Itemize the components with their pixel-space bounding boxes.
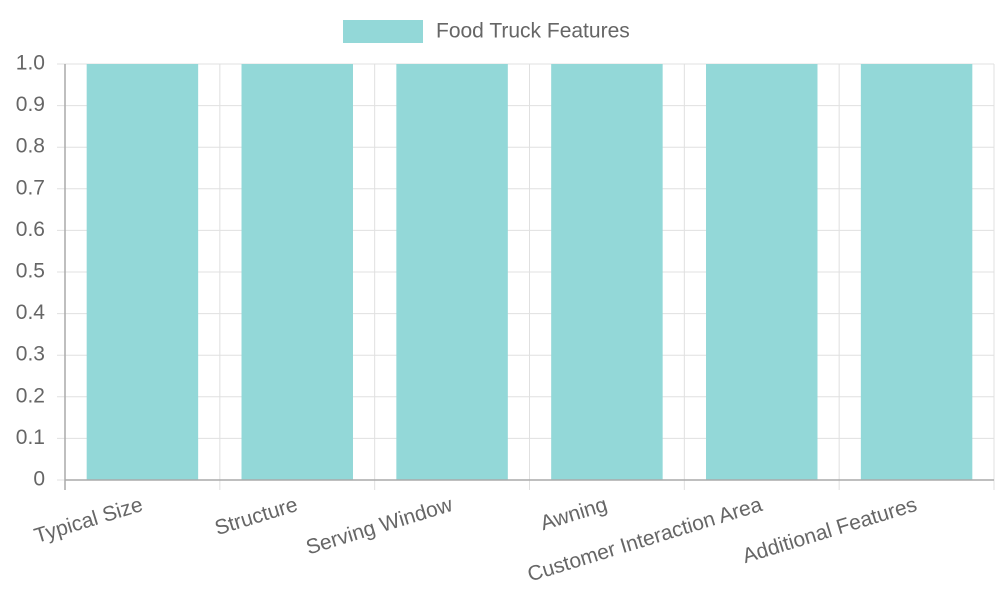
x-tick-label: Additional Features [740, 493, 920, 568]
y-tick-label: 0.2 [16, 384, 45, 407]
y-tick-label: 0.5 [16, 260, 45, 283]
x-tick-label: Typical Size [32, 493, 146, 548]
y-tick-label: 1.0 [16, 52, 45, 75]
x-tick-label: Structure [212, 493, 300, 540]
bar [706, 64, 818, 480]
y-tick-label: 0.7 [16, 176, 45, 199]
y-tick-label: 0.6 [16, 218, 45, 241]
bar [551, 64, 663, 480]
y-tick-label: 0.8 [16, 135, 45, 158]
y-tick-label: 0 [33, 468, 45, 491]
bar [241, 64, 353, 480]
y-tick-label: 0.4 [16, 301, 46, 324]
y-tick-label: 0.1 [16, 426, 45, 449]
x-tick-label: Awning [538, 493, 610, 535]
y-tick-label: 0.9 [16, 93, 45, 116]
x-tick-label: Serving Window [303, 493, 456, 560]
bar [396, 64, 508, 480]
legend-swatch [343, 20, 423, 43]
legend-label: Food Truck Features [436, 20, 630, 43]
bar [86, 64, 199, 480]
y-tick-label: 0.3 [16, 343, 45, 366]
bar [860, 64, 973, 480]
